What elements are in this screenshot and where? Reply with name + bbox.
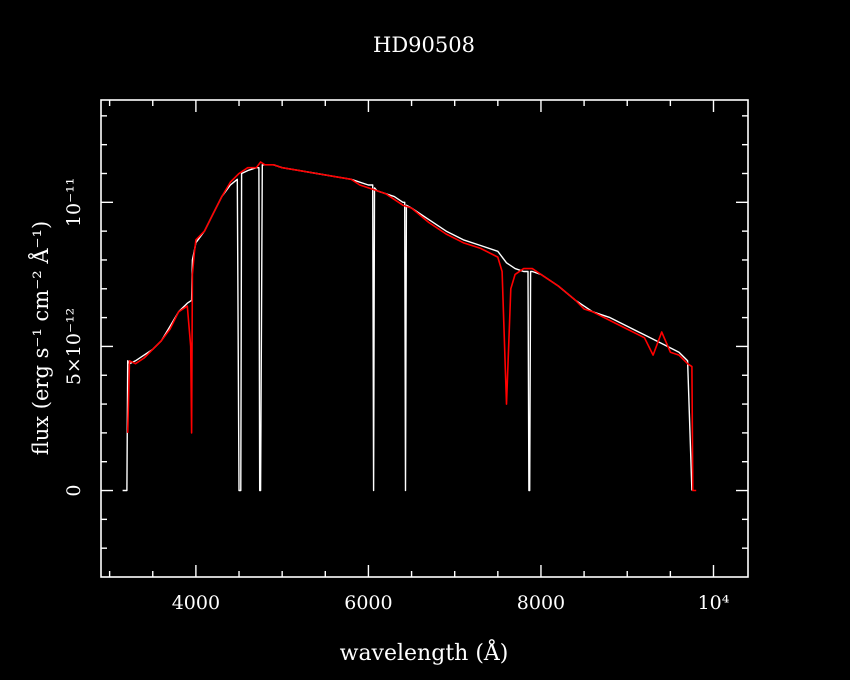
x-tick-label: 10⁴ <box>698 592 730 614</box>
y-axis-label: flux (erg s⁻¹ cm⁻² Å⁻¹) <box>28 221 53 456</box>
tick-layer: 4000 6000 8000 10⁴ 0 5×10⁻¹² 10⁻¹¹ <box>63 100 748 614</box>
y-tick-label: 0 <box>63 484 85 496</box>
x-tick-label: 8000 <box>517 592 565 614</box>
x-axis-label: wavelength (Å) <box>340 638 509 666</box>
model-spectrum-line <box>126 161 697 492</box>
x-tick-label: 6000 <box>344 592 392 614</box>
plot-frame <box>100 99 749 578</box>
chart-title: HD90508 <box>373 33 475 57</box>
y-tick-label: 5×10⁻¹² <box>63 308 85 385</box>
reference-spectrum-line <box>122 164 693 492</box>
series-layer <box>122 161 697 492</box>
x-tick-label: 4000 <box>172 592 220 614</box>
y-tick-label: 10⁻¹¹ <box>63 178 85 227</box>
